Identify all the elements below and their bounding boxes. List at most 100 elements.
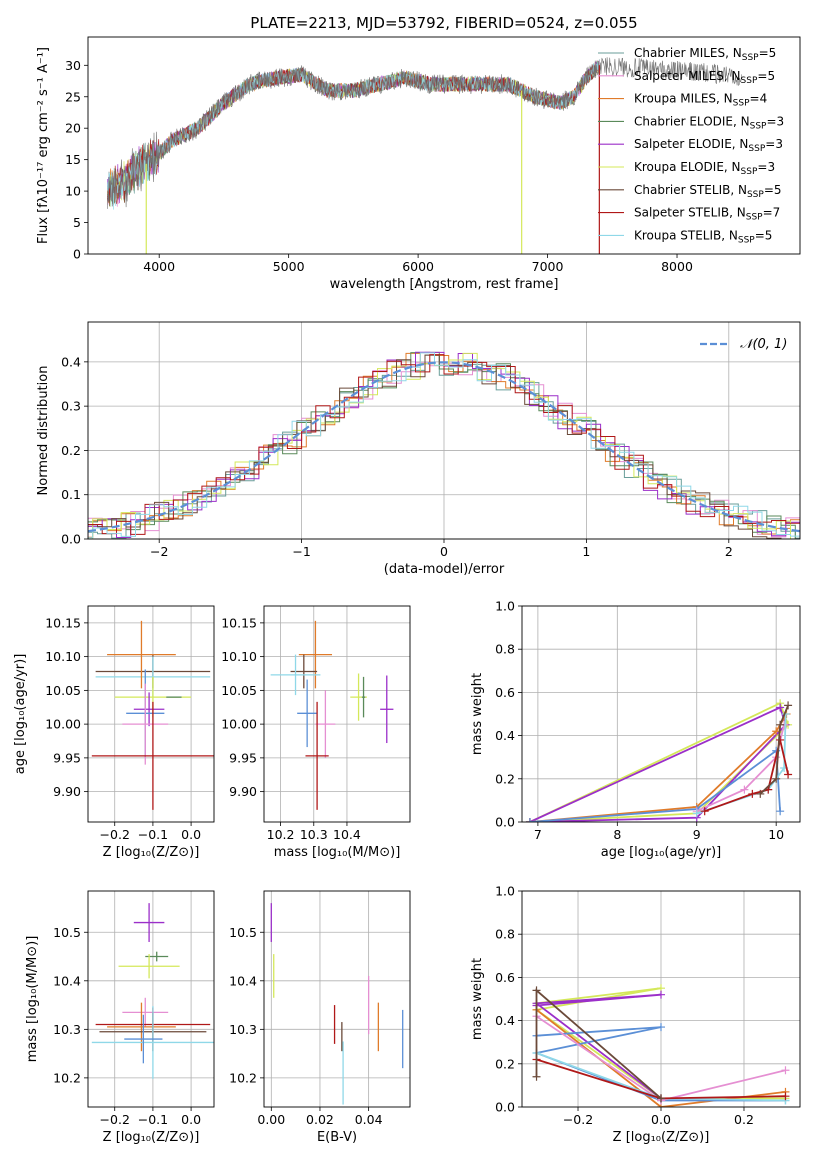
error-bar-point — [122, 683, 169, 765]
y-tick-label: 0.8 — [495, 642, 515, 657]
legend-entry-rest: =3 — [765, 137, 783, 151]
x-tick-label: −1 — [292, 544, 310, 559]
y-tick-label: 0.2 — [495, 771, 515, 786]
normal-curve — [88, 361, 800, 533]
y-axis-label: mass weight — [470, 673, 485, 755]
x-axis-label: (data-model)/error — [384, 562, 505, 577]
legend-entry: Kroupa ELODIE, NSSP=3 — [634, 160, 775, 177]
y-tick-label: 10.5 — [53, 925, 81, 940]
x-tick-label: −0.1 — [138, 827, 168, 842]
legend-subscript: SSP — [741, 76, 758, 86]
plus-marker — [781, 1066, 790, 1075]
legend-entry: Chabrier MILES, NSSP=5 — [634, 46, 776, 63]
y-tick-label: 0.3 — [61, 399, 81, 414]
legend-entry-rest: =4 — [750, 92, 768, 106]
plot-area — [91, 903, 214, 1079]
y-axis-label: age [log₁₀(age/yr)] — [13, 654, 28, 775]
plot-5: −0.2 −0.1 0.0 10.2 10.3 10.4 10.5 Z [log₁₀(Z/Z⊙… — [25, 890, 215, 1145]
x-tick-label: 5000 — [273, 259, 305, 274]
x-axis-label: Z [log₁₀(Z/Z⊙)] — [613, 1130, 710, 1145]
x-tick-label: −0.2 — [100, 827, 130, 842]
plot-1: −2 −1 0 1 2 0.0 0.1 0.2 0.3 0.4 (data-model)/error… — [36, 321, 801, 577]
y-tick-label: 9.95 — [53, 750, 81, 765]
axes-frame — [521, 605, 801, 823]
legend-subscript: SSP — [746, 213, 763, 223]
x-axis-label: age [log₁₀(age/yr)] — [601, 845, 722, 860]
plus-marker — [657, 1094, 665, 1103]
plus-marker — [776, 720, 785, 729]
y-axis-label: mass weight — [470, 958, 485, 1040]
legend-subscript: SSP — [750, 121, 767, 131]
error-bar-point — [380, 675, 394, 744]
plus-marker — [525, 818, 534, 822]
histogram-steps — [88, 351, 800, 539]
y-tick-label: 10.4 — [53, 973, 81, 988]
x-tick-label: −0.2 — [100, 1112, 130, 1127]
y-tick-label: 10 — [65, 184, 81, 199]
plus-marker — [756, 789, 765, 798]
x-tick-label: 1 — [582, 544, 590, 559]
x-axis-label: Z [log₁₀(Z/Z⊙)] — [103, 1130, 200, 1145]
chart-title: PLATE=2213, MJD=53792, FIBERID=0524, z=0… — [250, 14, 637, 32]
legend-entry: Kroupa STELIB, NSSP=5 — [634, 228, 772, 245]
y-tick-label: 10.3 — [229, 1022, 257, 1037]
legend-entry-rest: =5 — [764, 183, 782, 197]
y-tick-label: 0.8 — [495, 927, 515, 942]
error-bar-point — [124, 1014, 163, 1064]
legend-entry-rest: =7 — [763, 206, 781, 220]
y-tick-label: 0.4 — [495, 728, 515, 743]
histogram-steps — [88, 352, 800, 539]
legend-subscript: SSP — [733, 99, 750, 109]
y-tick-label: 10.10 — [221, 649, 257, 664]
legend-entry: Chabrier STELIB, NSSP=5 — [634, 183, 782, 200]
plot-area — [88, 351, 800, 539]
error-bar-point — [361, 676, 366, 718]
plot-6: 0.00 0.02 0.04 10.2 10.3 10.4 10.5 E(B-V) — [229, 890, 411, 1145]
y-tick-label: 25 — [65, 89, 81, 104]
x-tick-label: 8000 — [661, 259, 693, 274]
plus-marker — [748, 789, 757, 798]
y-tick-label: 10.5 — [229, 925, 257, 940]
y-tick-label: 1.0 — [495, 599, 515, 614]
y-tick-label: 5 — [73, 215, 81, 230]
x-tick-label: 7 — [534, 827, 542, 842]
plot-2: −0.2 −0.1 0.0 9.90 9.95 10.00 10.05 10.10 10.15 Z… — [13, 605, 215, 860]
x-tick-label: 0.00 — [257, 1112, 285, 1127]
y-tick-label: 0.0 — [495, 815, 515, 830]
y-axis-label: Normed distribution — [36, 366, 51, 496]
axes-frame — [521, 890, 801, 1108]
x-tick-label: 0.0 — [181, 827, 201, 842]
x-tick-label: 0.0 — [181, 1112, 201, 1127]
error-bar-point — [91, 1006, 214, 1079]
x-tick-label: 10.3 — [300, 827, 328, 842]
legend-entry: Salpeter STELIB, NSSP=7 — [634, 206, 780, 223]
y-tick-label: 10.2 — [53, 1070, 81, 1085]
y-tick-label: 0.2 — [495, 1056, 515, 1071]
plus-marker — [784, 770, 793, 779]
legend-entry: Chabrier ELODIE, NSSP=3 — [634, 114, 784, 131]
legend-entry-rest: =5 — [755, 228, 773, 242]
y-tick-label: 10.00 — [45, 717, 81, 732]
y-tick-label: 10.15 — [45, 615, 81, 630]
legend-entry-rest: =5 — [759, 46, 777, 60]
x-tick-label: −0.2 — [563, 1112, 593, 1127]
y-tick-label: 0 — [73, 247, 81, 262]
legend-subscript: SSP — [747, 190, 764, 200]
legend-entry-rest: =3 — [757, 160, 775, 174]
error-bar-point — [133, 903, 165, 942]
error-bar-point — [107, 620, 176, 689]
legend-entry: Salpeter MILES, NSSP=5 — [634, 69, 775, 86]
x-axis-label: wavelength [Angstrom, rest frame] — [330, 277, 559, 292]
axes-frame — [87, 321, 801, 540]
error-bar-point — [91, 701, 214, 810]
y-tick-label: 1.0 — [495, 884, 515, 899]
axes-frame — [87, 36, 801, 255]
plus-marker — [532, 1072, 541, 1081]
y-tick-label: 9.95 — [229, 750, 257, 765]
plus-marker — [700, 807, 709, 816]
x-axis-label: mass [log₁₀(M/M⊙)] — [274, 845, 401, 860]
y-tick-label: 20 — [65, 121, 81, 136]
plot-area — [91, 620, 214, 810]
plus-marker — [776, 703, 785, 712]
